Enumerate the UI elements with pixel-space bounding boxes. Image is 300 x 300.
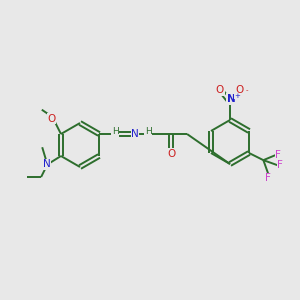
Text: N: N [131,129,139,139]
Text: H: H [112,128,118,136]
Text: N: N [43,160,50,170]
Text: O: O [236,85,244,95]
Text: -: - [246,87,248,93]
Text: H: H [145,128,152,136]
Text: F: F [275,150,281,160]
Text: O: O [216,85,224,95]
Text: F: F [278,160,283,170]
Text: O: O [48,114,56,124]
Text: N: N [226,94,236,104]
Text: +: + [234,93,240,99]
Text: F: F [266,173,271,183]
Text: O: O [167,149,175,159]
